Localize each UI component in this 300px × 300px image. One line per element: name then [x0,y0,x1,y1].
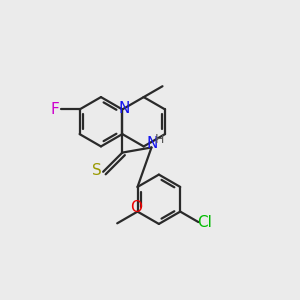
Text: H: H [154,133,164,146]
Text: F: F [50,102,59,117]
Text: N: N [147,136,158,152]
Text: S: S [92,164,101,178]
Text: N: N [118,101,130,116]
Text: O: O [130,200,142,215]
Text: Cl: Cl [197,214,212,230]
